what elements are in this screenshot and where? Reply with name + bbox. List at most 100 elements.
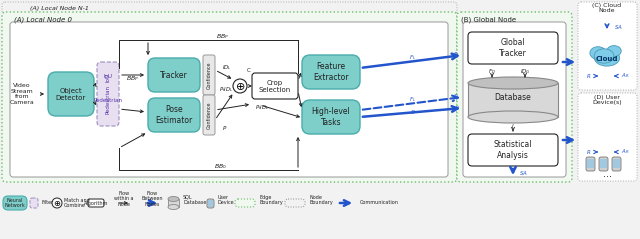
Text: (A) Local Node N-1: (A) Local Node N-1 [30, 5, 89, 11]
Text: $P$: $P$ [222, 124, 227, 132]
Circle shape [233, 79, 247, 93]
Text: C: C [247, 69, 251, 74]
Text: Edge
Boundary: Edge Boundary [260, 195, 284, 205]
Text: $P_t ID_L$: $P_t ID_L$ [255, 103, 269, 113]
Text: Video
Stream
from
Camera: Video Stream from Camera [10, 83, 35, 105]
Text: Statistical
Analysis: Statistical Analysis [493, 140, 532, 160]
FancyBboxPatch shape [235, 199, 255, 207]
Text: $F_L$: $F_L$ [410, 54, 417, 62]
Bar [168, 199, 179, 207]
FancyBboxPatch shape [2, 12, 457, 182]
Text: Database: Database [495, 92, 531, 102]
Bar [587, 159, 594, 168]
FancyBboxPatch shape [252, 73, 298, 99]
FancyBboxPatch shape [468, 32, 558, 64]
FancyBboxPatch shape [578, 2, 637, 90]
Bar [468, 83, 558, 117]
Ellipse shape [607, 46, 621, 56]
Text: Match and
Combine: Match and Combine [64, 198, 90, 208]
Text: $BB_0$: $BB_0$ [214, 163, 227, 171]
Text: SQL
Database: SQL Database [183, 195, 206, 205]
FancyBboxPatch shape [457, 12, 572, 182]
Text: (C) Cloud
Node: (C) Cloud Node [593, 3, 621, 13]
FancyBboxPatch shape [207, 199, 214, 208]
Text: User
Device: User Device [218, 195, 235, 205]
Ellipse shape [595, 50, 620, 66]
Text: Filter: Filter [42, 201, 54, 206]
FancyBboxPatch shape [203, 55, 215, 95]
Bar [208, 200, 213, 207]
Text: (A) Local Node 0: (A) Local Node 0 [14, 17, 72, 23]
FancyBboxPatch shape [88, 199, 104, 207]
FancyBboxPatch shape [599, 157, 608, 171]
Text: $P_t ID_L$: $P_t ID_L$ [219, 86, 233, 94]
FancyBboxPatch shape [302, 100, 360, 134]
FancyBboxPatch shape [148, 58, 200, 92]
Text: $F_D$: $F_D$ [488, 68, 496, 76]
FancyBboxPatch shape [48, 72, 94, 116]
Ellipse shape [168, 196, 179, 201]
Text: (B) Global Node: (B) Global Node [461, 17, 516, 23]
Text: $R$: $R$ [586, 72, 591, 80]
Bar [613, 159, 620, 168]
Ellipse shape [168, 205, 179, 210]
FancyBboxPatch shape [612, 157, 621, 171]
FancyBboxPatch shape [302, 55, 360, 89]
Text: $\oplus$: $\oplus$ [235, 81, 245, 92]
Ellipse shape [468, 111, 558, 123]
Text: $F_L$: $F_L$ [453, 92, 460, 101]
Text: ...: ... [602, 169, 611, 179]
Text: Flow
within a
Node: Flow within a Node [115, 191, 134, 207]
FancyBboxPatch shape [586, 157, 595, 171]
Text: Global
Tracker: Global Tracker [499, 38, 527, 58]
Text: Algorithm: Algorithm [84, 201, 108, 206]
Text: IoU: IoU [106, 72, 111, 81]
Text: Tracker: Tracker [160, 71, 188, 80]
Text: Neural
Network: Neural Network [4, 198, 26, 208]
Text: $F_L$: $F_L$ [453, 51, 460, 60]
FancyBboxPatch shape [3, 196, 27, 210]
Text: Confidence: Confidence [207, 101, 211, 129]
Text: Object
Detector: Object Detector [56, 87, 86, 101]
Text: $ID_G$: $ID_G$ [520, 68, 531, 76]
FancyBboxPatch shape [97, 62, 119, 126]
Text: $\oplus$: $\oplus$ [53, 199, 61, 208]
Bar [600, 159, 607, 168]
Text: Cloud: Cloud [596, 56, 618, 62]
Text: Flow
Between
Nodes: Flow Between Nodes [141, 191, 163, 207]
Text: IoU: IoU [104, 75, 113, 80]
Text: $R$: $R$ [586, 148, 591, 156]
Text: Node
Boundary: Node Boundary [310, 195, 333, 205]
Text: $BB_P$: $BB_P$ [126, 75, 140, 83]
Text: $A_R$: $A_R$ [621, 147, 629, 157]
Text: $SA$: $SA$ [519, 169, 528, 177]
Text: $D$: $D$ [410, 108, 416, 116]
Text: (D) User
Device(s): (D) User Device(s) [592, 95, 622, 105]
Ellipse shape [590, 47, 606, 59]
Ellipse shape [468, 77, 558, 89]
FancyBboxPatch shape [463, 22, 566, 177]
Text: Crop
Selection: Crop Selection [259, 80, 291, 92]
FancyBboxPatch shape [30, 198, 38, 208]
Text: $SA$: $SA$ [614, 23, 623, 31]
Text: Communication: Communication [360, 201, 399, 206]
Ellipse shape [594, 49, 614, 63]
Text: High-level
Tasks: High-level Tasks [312, 107, 350, 127]
FancyBboxPatch shape [10, 22, 448, 177]
Text: Pedestrian: Pedestrian [106, 86, 111, 114]
Text: $BB_P$: $BB_P$ [216, 33, 230, 41]
Text: Confidence: Confidence [207, 61, 211, 89]
Text: $I$: $I$ [511, 122, 515, 130]
Text: $A_R$: $A_R$ [621, 71, 629, 81]
Circle shape [52, 198, 62, 208]
Text: $D$: $D$ [454, 104, 460, 112]
Text: Pedestrian: Pedestrian [93, 98, 122, 103]
Text: $ID_L$: $ID_L$ [222, 64, 232, 72]
FancyBboxPatch shape [203, 95, 215, 135]
Text: $F_L$: $F_L$ [410, 96, 417, 104]
FancyBboxPatch shape [578, 93, 637, 181]
FancyBboxPatch shape [468, 134, 558, 166]
Text: Pose
Estimator: Pose Estimator [156, 105, 193, 125]
Text: Feature
Extractor: Feature Extractor [313, 62, 349, 82]
FancyBboxPatch shape [148, 98, 200, 132]
